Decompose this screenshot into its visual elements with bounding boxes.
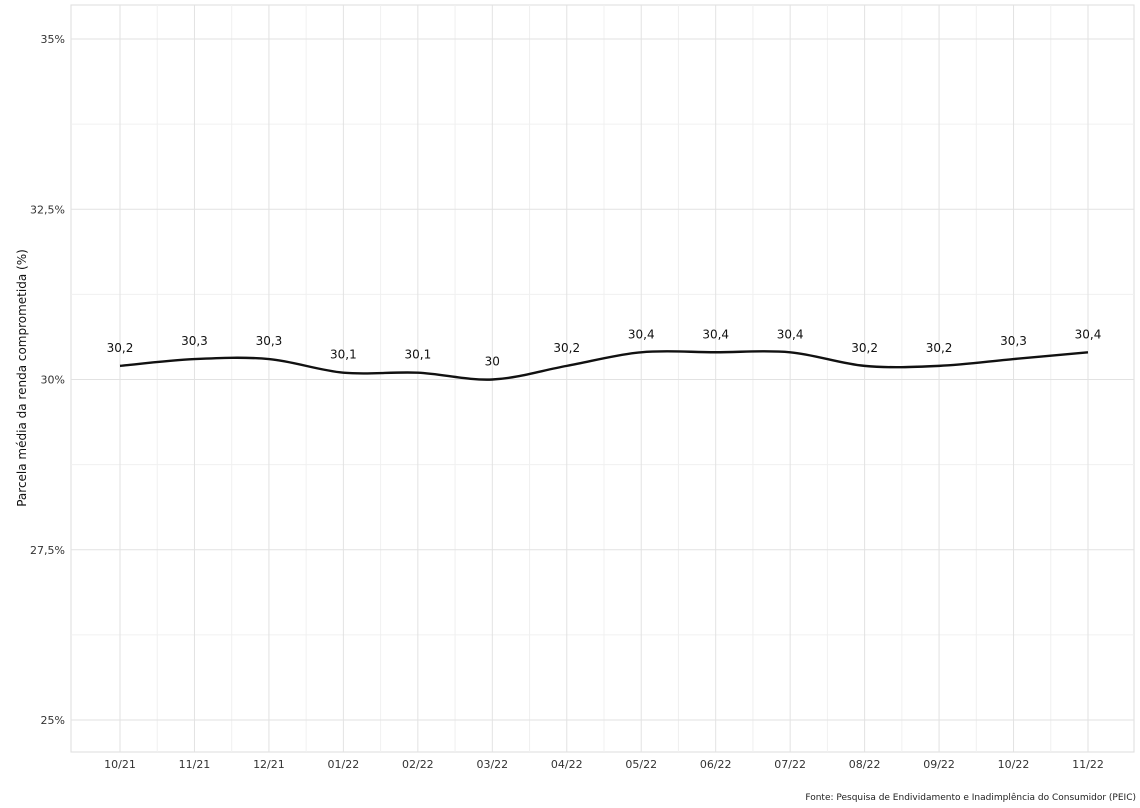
grid-lines bbox=[70, 4, 1135, 753]
x-tick-label: 03/22 bbox=[476, 758, 508, 771]
data-labels: 30,2 30,3 30,3 30,1 30,1 30 30,2 30,4 30,4 30,4 30… bbox=[107, 327, 1102, 368]
x-tick-label: 08/22 bbox=[849, 758, 881, 771]
y-tick-label: 27,5% bbox=[30, 544, 65, 557]
y-axis-label: Parcela média da renda comprometida (%) bbox=[15, 249, 29, 507]
data-label: 30,2 bbox=[926, 341, 953, 355]
x-tick-label: 02/22 bbox=[402, 758, 434, 771]
x-tick-label: 01/22 bbox=[328, 758, 360, 771]
panel-border bbox=[70, 4, 1135, 753]
x-tick-label: 06/22 bbox=[700, 758, 732, 771]
y-tick-label: 30% bbox=[41, 374, 65, 387]
data-label: 30,4 bbox=[628, 327, 655, 341]
data-label: 30,4 bbox=[1075, 327, 1102, 341]
x-tick-label: 10/22 bbox=[998, 758, 1030, 771]
y-axis-ticks: 25% 27,5% 30% 32,5% 35% bbox=[30, 33, 65, 727]
x-tick-label: 07/22 bbox=[774, 758, 806, 771]
x-axis-ticks: 10/21 11/21 12/21 01/22 02/22 03/22 04/22 05/22… bbox=[104, 758, 1104, 771]
x-tick-label: 10/21 bbox=[104, 758, 136, 771]
x-tick-label: 09/22 bbox=[923, 758, 955, 771]
data-label: 30,3 bbox=[181, 334, 208, 348]
data-label: 30,2 bbox=[107, 341, 134, 355]
x-tick-label: 12/21 bbox=[253, 758, 285, 771]
data-label: 30,4 bbox=[777, 327, 804, 341]
source-caption: Fonte: Pesquisa de Endividamento e Inadi… bbox=[805, 792, 1136, 803]
x-tick-label: 11/21 bbox=[179, 758, 211, 771]
data-label: 30,1 bbox=[404, 348, 431, 362]
y-tick-label: 35% bbox=[41, 33, 65, 46]
data-label: 30 bbox=[485, 355, 500, 369]
x-tick-label: 11/22 bbox=[1072, 758, 1104, 771]
x-tick-label: 04/22 bbox=[551, 758, 583, 771]
data-label: 30,1 bbox=[330, 348, 357, 362]
data-label: 30,2 bbox=[851, 341, 878, 355]
y-tick-label: 32,5% bbox=[30, 203, 65, 216]
data-label: 30,2 bbox=[553, 341, 580, 355]
series-line bbox=[119, 350, 1089, 381]
data-label: 30,3 bbox=[1000, 334, 1027, 348]
data-label: 30,3 bbox=[256, 334, 283, 348]
data-label: 30,4 bbox=[702, 327, 729, 341]
y-tick-label: 25% bbox=[41, 714, 65, 727]
x-tick-label: 05/22 bbox=[625, 758, 657, 771]
